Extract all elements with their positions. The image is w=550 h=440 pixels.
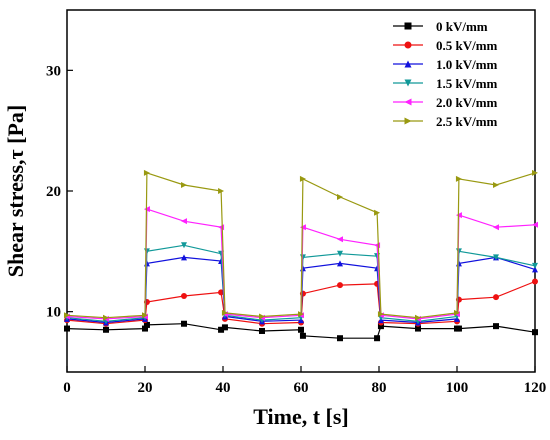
x-tick-label: 60 (294, 380, 309, 396)
legend-item-2: 1.0 kV/mm (393, 57, 498, 72)
series-5 (64, 169, 538, 321)
data-point (377, 323, 384, 330)
data-point (337, 282, 343, 289)
data-point (337, 260, 343, 267)
legend-label: 1.0 kV/mm (436, 57, 498, 72)
data-point (337, 250, 343, 257)
data-point (181, 242, 187, 249)
data-point (299, 224, 306, 231)
data-point (455, 175, 462, 182)
data-point (493, 181, 499, 188)
data-point (493, 294, 499, 301)
data-point (337, 335, 343, 342)
data-point (181, 218, 187, 225)
data-point (218, 289, 225, 296)
data-point (377, 311, 384, 318)
data-point (532, 278, 538, 285)
y-tick-label: 20 (46, 184, 61, 200)
data-point (493, 254, 499, 261)
data-point (143, 169, 150, 176)
data-point (532, 262, 538, 269)
legend-marker (404, 41, 412, 49)
series-line-5 (66, 172, 536, 319)
x-tick-label: 80 (372, 380, 387, 396)
series-0 (64, 320, 538, 342)
data-point (103, 326, 109, 333)
data-point (181, 320, 187, 327)
legend-marker (404, 60, 412, 68)
data-point (299, 175, 306, 182)
legend: 0 kV/mm 0.5 kV/mm 1.0 kV/mm 1.5 kV/mm 2.0 kV… (393, 19, 498, 129)
data-point (415, 314, 421, 321)
data-point (298, 326, 304, 333)
data-point (221, 324, 228, 331)
legend-item-4: 2.0 kV/mm (393, 95, 498, 110)
x-tick-label: 20 (138, 380, 153, 396)
data-point (532, 221, 538, 228)
x-axis-label: Time, t [s] (253, 404, 349, 429)
data-point (218, 326, 225, 333)
data-point (64, 312, 70, 319)
legend-item-3: 1.5 kV/mm (393, 76, 498, 91)
data-point (493, 323, 499, 330)
legend-label: 1.5 kV/mm (436, 76, 498, 91)
y-tick-label: 10 (46, 305, 61, 321)
data-point (181, 292, 187, 299)
series-layer (64, 169, 538, 342)
y-tick-label: 30 (46, 63, 61, 79)
data-point (218, 188, 225, 194)
ticks-layer: 0 20 40 60 80 100 120 10 20 30 (46, 63, 546, 396)
data-point (532, 329, 538, 336)
data-point (337, 236, 343, 243)
legend-label: 2.5 kV/mm (436, 114, 498, 129)
data-point (181, 181, 187, 188)
legend-marker (404, 22, 412, 30)
x-tick-label: 0 (63, 380, 71, 396)
data-point (259, 327, 265, 334)
x-tick-label: 120 (524, 380, 547, 396)
data-point (374, 335, 381, 342)
data-point (455, 325, 462, 332)
legend-marker (404, 79, 412, 87)
data-point (142, 312, 148, 319)
data-point (532, 266, 538, 273)
data-point (103, 314, 109, 321)
legend-item-5: 2.5 kV/mm (393, 114, 498, 129)
data-point (298, 311, 304, 318)
data-point (142, 325, 148, 332)
x-tick-label: 100 (446, 380, 469, 396)
data-point (221, 309, 228, 316)
data-point (259, 313, 265, 320)
data-point (374, 209, 381, 216)
data-point (143, 321, 150, 328)
data-point (415, 325, 421, 332)
data-point (299, 332, 306, 339)
data-point (181, 254, 187, 261)
data-point (454, 309, 460, 316)
legend-item-0: 0 kV/mm (393, 19, 488, 34)
x-tick-label: 40 (216, 380, 231, 396)
data-point (64, 325, 70, 332)
data-point (337, 194, 343, 201)
legend-label: 0 kV/mm (436, 19, 488, 34)
legend-marker (404, 98, 412, 106)
data-point (493, 224, 499, 231)
data-point (532, 169, 538, 176)
y-axis-label: Shear stress,τ [Pa] (3, 105, 28, 277)
legend-label: 0.5 kV/mm (436, 38, 498, 53)
legend-marker (404, 117, 412, 125)
legend-item-1: 0.5 kV/mm (393, 38, 498, 53)
legend-label: 2.0 kV/mm (436, 95, 498, 110)
